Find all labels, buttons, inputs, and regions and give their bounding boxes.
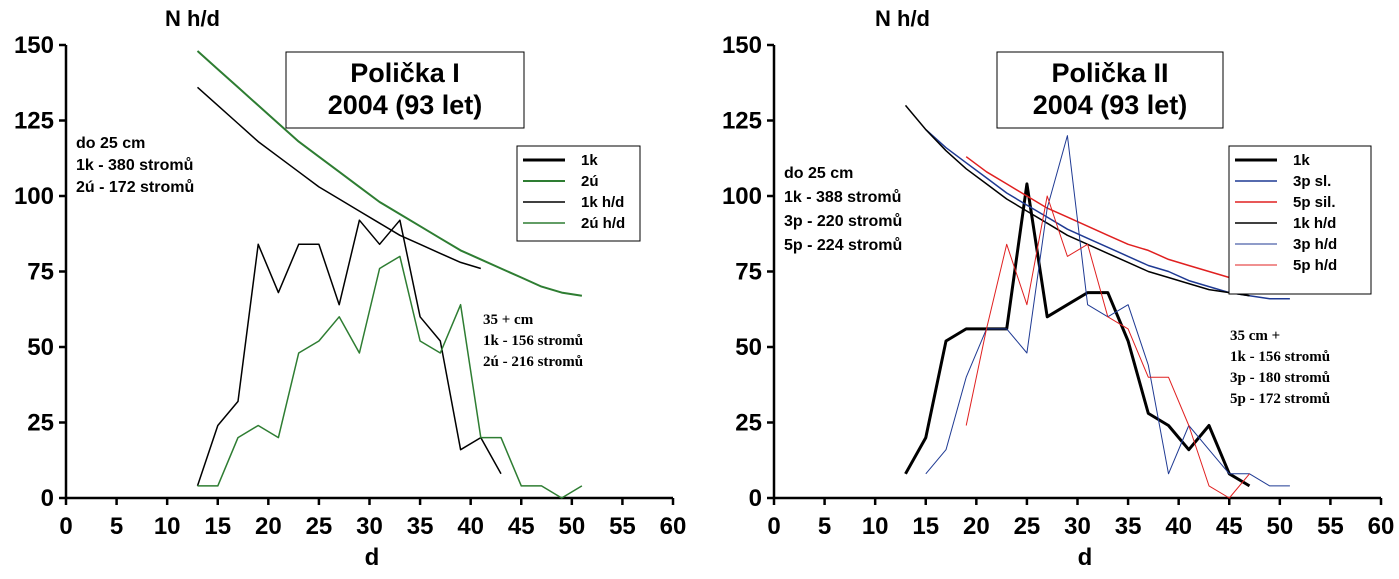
series-line-5p-h-d: [965, 195, 1250, 499]
annotation-left: 2ú - 172 stromů: [76, 179, 194, 196]
chart-title-line: 2004 (93 let): [1033, 90, 1188, 120]
y-tick-label: 150: [14, 32, 54, 59]
x-axis-label: d: [365, 544, 380, 571]
annotation-right: 35 + cm: [483, 312, 534, 328]
legend-label: 5p h/d: [1293, 257, 1337, 274]
x-tick-label: 20: [963, 513, 990, 540]
series-line-1k-h-d: [196, 219, 502, 487]
annotation-right: 35 cm +: [1230, 328, 1280, 344]
legend-label: 1k: [581, 152, 598, 169]
y-axis-label: N h/d: [875, 6, 930, 31]
x-tick-label: 25: [306, 513, 333, 540]
legend-label: 3p sl.: [1293, 173, 1331, 190]
legend-box: [1228, 145, 1372, 295]
x-tick-label: 60: [1368, 513, 1395, 540]
x-tick-label: 15: [912, 513, 939, 540]
y-tick-label: 0: [41, 485, 54, 512]
legend-label: 2ú h/d: [581, 215, 625, 232]
series-line-1k-curve: [197, 86, 482, 270]
x-tick-label: 30: [356, 513, 383, 540]
y-tick-label: 100: [14, 183, 54, 210]
title-box: [996, 51, 1224, 129]
y-tick-label: 125: [14, 108, 54, 135]
y-tick-label: 150: [722, 32, 762, 59]
legend-label: 1k: [1293, 152, 1310, 169]
series-line-2-: [196, 50, 583, 297]
legend-box: [516, 145, 641, 242]
legend-label: 3p h/d: [1293, 236, 1337, 253]
legend-label: 5p sil.: [1293, 194, 1336, 211]
series-line-5p-sil-: [965, 156, 1250, 285]
x-tick-label: 20: [255, 513, 282, 540]
x-tick-label: 10: [862, 513, 889, 540]
annotation-right: 2ú - 216 stromů: [483, 354, 583, 370]
annotation-left: 5p - 224 stromů: [784, 237, 902, 254]
y-tick-label: 100: [722, 183, 762, 210]
title-box: [285, 51, 525, 129]
x-tick-label: 40: [1165, 513, 1192, 540]
legend-label: 2ú: [581, 173, 599, 190]
annotation-left: 3p - 220 stromů: [784, 213, 902, 230]
x-tick-label: 45: [1216, 513, 1243, 540]
legend-label: 1k h/d: [581, 194, 624, 211]
chart-title-line: Polička I: [350, 58, 460, 88]
x-tick-label: 0: [59, 513, 72, 540]
x-tick-label: 5: [818, 513, 831, 540]
y-tick-label: 50: [27, 334, 54, 361]
x-tick-label: 60: [660, 513, 687, 540]
annotation-left: 1k - 380 stromů: [76, 157, 193, 174]
x-axis-label: d: [1078, 544, 1093, 571]
x-tick-label: 55: [1317, 513, 1344, 540]
x-tick-label: 45: [508, 513, 535, 540]
y-tick-label: 75: [27, 259, 54, 286]
x-tick-label: 35: [407, 513, 434, 540]
x-tick-label: 0: [767, 513, 780, 540]
x-tick-label: 30: [1064, 513, 1091, 540]
y-tick-label: 25: [27, 410, 54, 437]
x-tick-label: 55: [609, 513, 636, 540]
annotation-left: do 25 cm: [76, 135, 145, 152]
y-tick-label: 50: [735, 334, 762, 361]
series-line-2-h-d: [197, 255, 583, 499]
annotation-right: 3p - 180 stromů: [1230, 370, 1330, 386]
series-line-1k: [904, 182, 1251, 488]
y-tick-label: 75: [735, 259, 762, 286]
x-tick-label: 40: [457, 513, 484, 540]
annotation-left: do 25 cm: [784, 165, 853, 182]
series-line-1k-h-d: [904, 104, 1250, 297]
chart-title-line: Polička II: [1051, 58, 1168, 88]
annotation-right: 1k - 156 stromů: [1230, 349, 1330, 365]
x-tick-label: 50: [1266, 513, 1293, 540]
x-tick-label: 15: [204, 513, 231, 540]
y-tick-label: 125: [722, 108, 762, 135]
x-tick-label: 35: [1115, 513, 1142, 540]
annotation-right: 1k - 156 stromů: [483, 333, 583, 349]
legend-label: 1k h/d: [1293, 215, 1336, 232]
y-axis-label: N h/d: [165, 6, 220, 31]
x-tick-label: 5: [110, 513, 123, 540]
y-tick-label: 0: [749, 485, 762, 512]
x-tick-label: 50: [558, 513, 585, 540]
chart-panel-right: 0 25 50 75 100 125 150 0 5 10 15 20 25 30 35 40 45 50 55 60…: [722, 6, 1394, 571]
chart-panel-left: 0 25 50 75 100 125 150 0 5 10 15 20 25 30 35 40 45 50 55 60…: [14, 6, 686, 571]
annotation-left: 1k - 388 stromů: [784, 189, 901, 206]
y-tick-label: 25: [735, 410, 762, 437]
chart-title-line: 2004 (93 let): [328, 90, 483, 120]
x-tick-label: 25: [1014, 513, 1041, 540]
annotation-right: 5p - 172 stromů: [1230, 391, 1330, 407]
x-tick-label: 10: [154, 513, 181, 540]
